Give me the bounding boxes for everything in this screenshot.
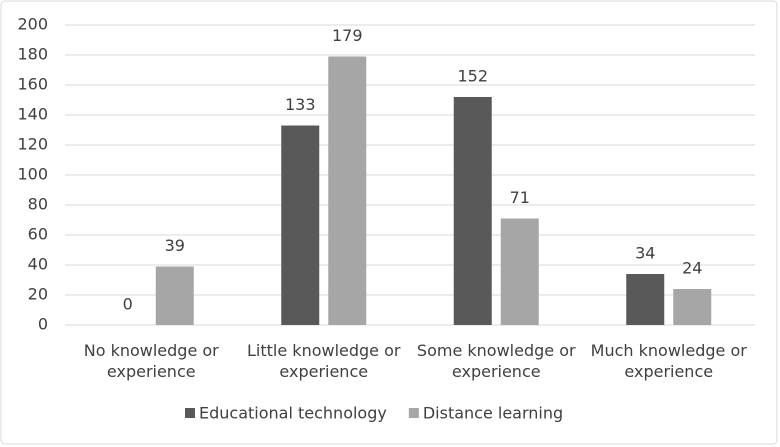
y-tick-label: 160 (17, 75, 48, 94)
legend-label: Distance learning (423, 404, 563, 423)
legend-swatch (185, 408, 195, 418)
bar (626, 274, 665, 325)
data-label: 39 (165, 236, 185, 255)
y-tick-label: 120 (17, 135, 48, 154)
data-label: 24 (682, 259, 702, 278)
y-tick-label: 60 (28, 225, 48, 244)
legend-swatch (408, 408, 419, 418)
data-label: 34 (635, 244, 655, 263)
y-tick-label: 40 (28, 255, 48, 274)
y-tick-label: 140 (17, 105, 48, 124)
x-tick-label: No knowledge or experience (83, 341, 219, 381)
x-tick-label: Little knowledge or experience (247, 341, 401, 381)
bar (453, 97, 492, 325)
bar (281, 125, 320, 325)
legend-label: Educational technology (199, 404, 387, 423)
x-tick-label: Much knowledge or experience (590, 341, 747, 381)
y-tick-label: 20 (28, 285, 48, 304)
data-label: 133 (285, 95, 316, 114)
y-tick-label: 80 (28, 195, 48, 214)
bar (673, 289, 712, 325)
x-tick-label: Some knowledge or experience (416, 341, 576, 381)
data-label: 179 (332, 26, 363, 45)
data-label: 152 (457, 67, 488, 86)
data-label: 71 (510, 188, 530, 207)
bar (328, 56, 367, 325)
y-tick-label: 180 (17, 45, 48, 64)
bar (500, 218, 539, 325)
y-tick-label: 0 (38, 315, 48, 334)
y-tick-label: 100 (17, 165, 48, 184)
data-label: 0 (123, 295, 133, 314)
y-tick-label: 200 (17, 15, 48, 34)
bar (155, 266, 194, 325)
